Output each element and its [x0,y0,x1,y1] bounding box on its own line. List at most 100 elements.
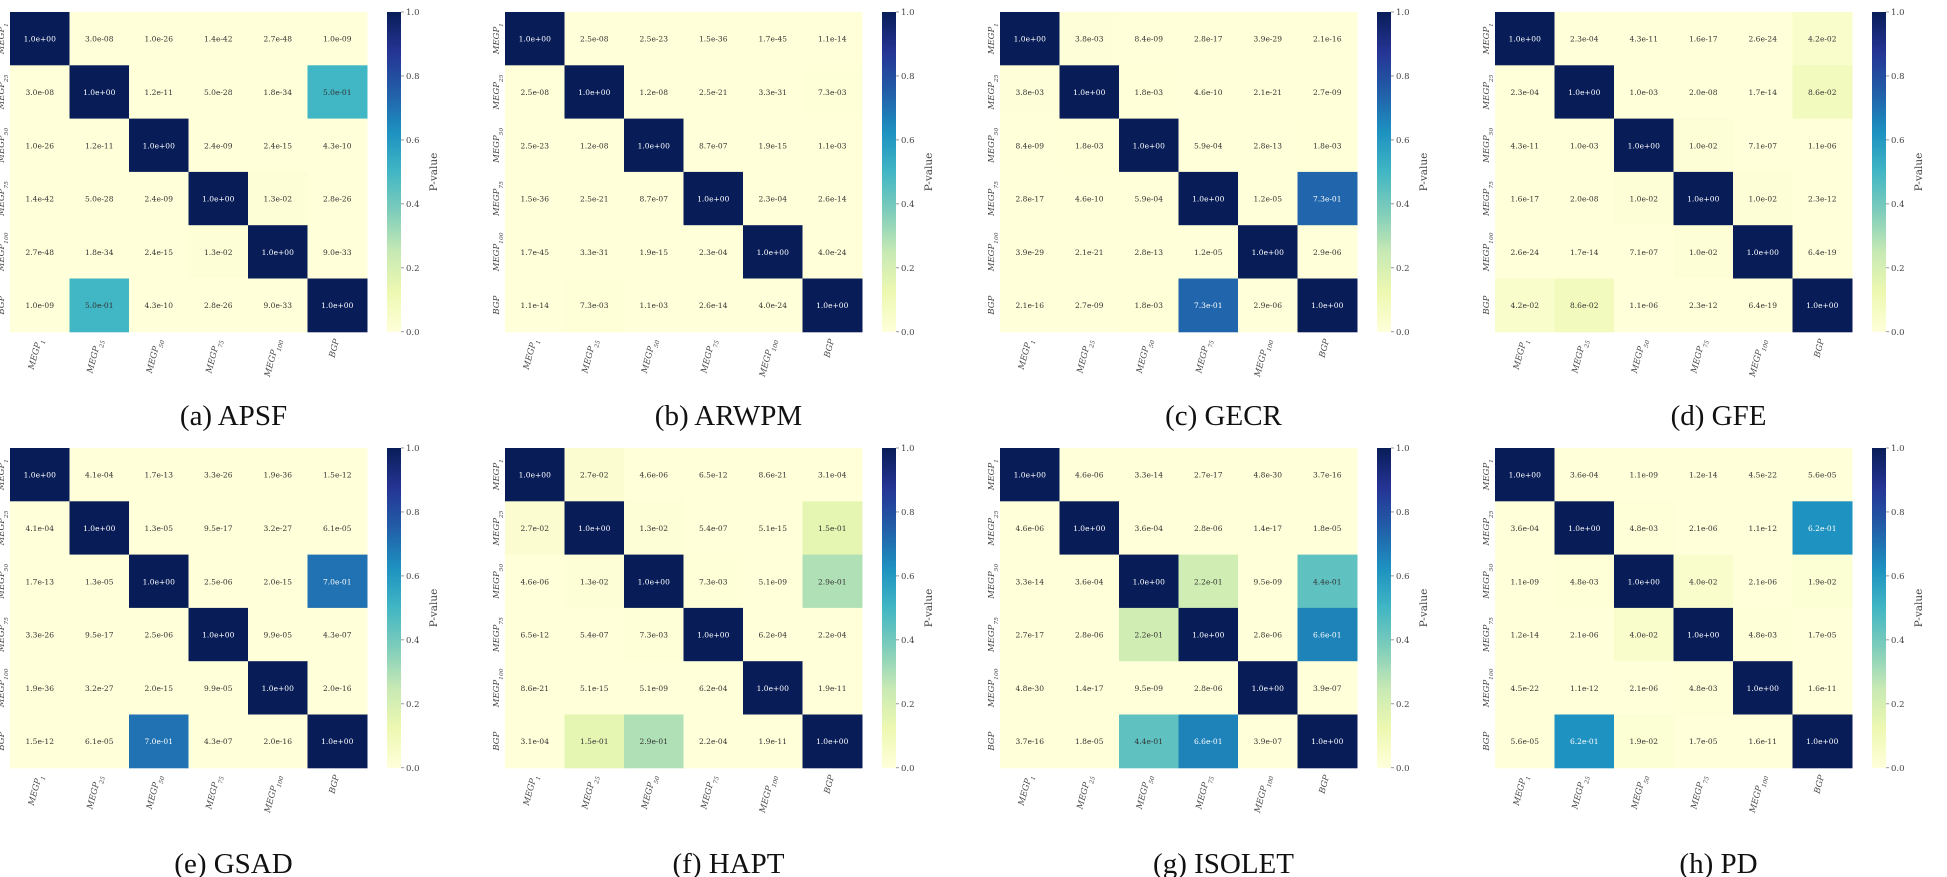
x-tick-label: MEGP100 [1253,774,1275,816]
cell-value-label: 3.9e-29 [1254,35,1283,44]
colorbar-tick-label: 0.8 [1891,72,1905,82]
heatmap-cell [69,554,130,609]
cell-value-label: 1.0e-02 [1689,141,1718,150]
heatmap-cell [743,448,803,502]
cell-value-label: 4.4e-01 [1135,737,1163,746]
x-tick-label: MEGP1 [1017,774,1037,808]
cell-value-label: 1.0e+00 [1806,301,1838,310]
cell-value-label: 3.3e-26 [26,631,55,640]
heatmap-cell [564,278,625,333]
subfigure-caption: (a) APSF [180,400,287,432]
subfigure-caption: (c) GECR [1165,400,1282,432]
heatmap-cell [1733,65,1793,120]
heatmap-cell [248,448,308,502]
heatmap-cell [1614,278,1674,333]
cell-value-label: 1.0e+00 [83,524,115,533]
cell-value-label: 1.0e-03 [1630,88,1659,97]
heatmap-cell [505,714,565,769]
heatmap-cell [624,607,684,662]
colorbar-tick-label: 0.6 [1396,136,1410,146]
colorbar-tick-label: 0.6 [406,136,420,146]
heatmap-cell [1614,448,1674,502]
cell-value-label: 1.2e-14 [1689,471,1718,480]
x-tick-label: MEGP1 [1512,774,1532,808]
heatmap-cell [564,225,625,279]
heatmap-cell [683,278,744,333]
cell-value-label: 2.8e-26 [323,195,352,204]
cell-value-label: 7.1e-07 [1749,141,1778,150]
heatmap-cell [1000,65,1060,120]
heatmap-cell [505,171,565,226]
heatmap-cell [1059,171,1120,226]
cell-value-label: 2.7e-09 [1313,88,1342,97]
heatmap-cell [1673,448,1734,502]
cell-value-label: 1.0e+00 [1687,195,1719,204]
cell-value-label: 3.7e-16 [1313,471,1342,480]
cell-value-label: 4.5e-22 [1749,471,1778,480]
colorbar-tick-label: 0.4 [1891,200,1905,210]
heatmap-cell [1059,554,1120,609]
colorbar [1377,448,1391,768]
cell-value-label: 1.5e-36 [521,195,550,204]
heatmap-cell [802,448,863,502]
y-tick-label: MEGP100 [0,668,10,708]
cell-value-label: 1.0e+00 [757,248,789,257]
heatmap-cell [683,661,744,715]
y-tick-label: MEGP100 [492,668,505,708]
cell-value-label: 1.0e+00 [1311,737,1343,746]
cell-value-label: 1.3e-02 [204,248,233,257]
heatmap-cell [1554,714,1615,769]
x-tick-label: MEGP50 [1630,338,1651,376]
heatmap-cell [564,501,625,556]
cell-value-label: 2.3e-04 [1570,35,1599,44]
cell-value-label: 2.0e-16 [264,737,293,746]
heatmap-cell [248,225,308,279]
cell-value-label: 2.8e-13 [1135,248,1164,257]
cell-value-label: 9.9e-05 [204,684,233,693]
colorbar [882,448,896,768]
cell-value-label: 1.7e-05 [1689,737,1718,746]
colorbar-tick-label: 1.0 [1396,8,1410,18]
cell-value-label: 6.4e-19 [1808,248,1837,257]
cell-value-label: 4.0e-02 [1630,631,1659,640]
colorbar-tick-label: 0.8 [1396,72,1410,82]
cell-value-label: 4.3e-11 [1511,141,1539,150]
heatmap-cell [307,448,368,502]
cell-value-label: 1.7e-14 [1570,248,1599,257]
cell-value-label: 3.8e-03 [1075,35,1104,44]
heatmap-cell [307,501,368,556]
cell-value-label: 1.0e+00 [1133,141,1165,150]
heatmap-cell [1059,12,1120,66]
cell-value-label: 3.3e-14 [1135,471,1164,480]
cell-value-label: 2.3e-04 [699,248,728,257]
heatmap-cell [743,278,803,333]
colorbar-tick-label: 0.4 [1396,200,1410,210]
heatmap-cell [1297,501,1358,556]
heatmap-cell [624,554,684,609]
y-tick-label: MEGP100 [1482,668,1495,708]
y-tick-label: MEGP1 [492,23,505,55]
cell-value-label: 2.1e-16 [1016,301,1045,310]
heatmap-cell [564,12,625,66]
heatmap-cell [1554,607,1615,662]
cell-value-label: 2.7e-09 [1075,301,1104,310]
heatmap-cell [1733,714,1793,769]
heatmap-cell [505,65,565,120]
cell-value-label: 4.5e-22 [1511,684,1540,693]
heatmap-cell [505,661,565,715]
cell-value-label: 2.0e-16 [323,684,352,693]
x-tick-label: MEGP75 [1689,774,1710,812]
heatmap-cell [69,607,130,662]
x-tick-label: BGP [822,338,837,360]
cell-value-label: 4.6e-10 [1194,88,1223,97]
x-tick-label: MEGP25 [1570,774,1591,812]
heatmap-cell [1000,554,1060,609]
heatmap-cell [1792,501,1853,556]
heatmap-cell [1119,65,1179,120]
heatmap-cell [1297,714,1358,769]
colorbar-tick-label: 0.6 [901,136,915,146]
heatmap-cell [802,607,863,662]
cell-value-label: 3.1e-04 [521,737,550,746]
heatmap-cell [1238,171,1298,226]
